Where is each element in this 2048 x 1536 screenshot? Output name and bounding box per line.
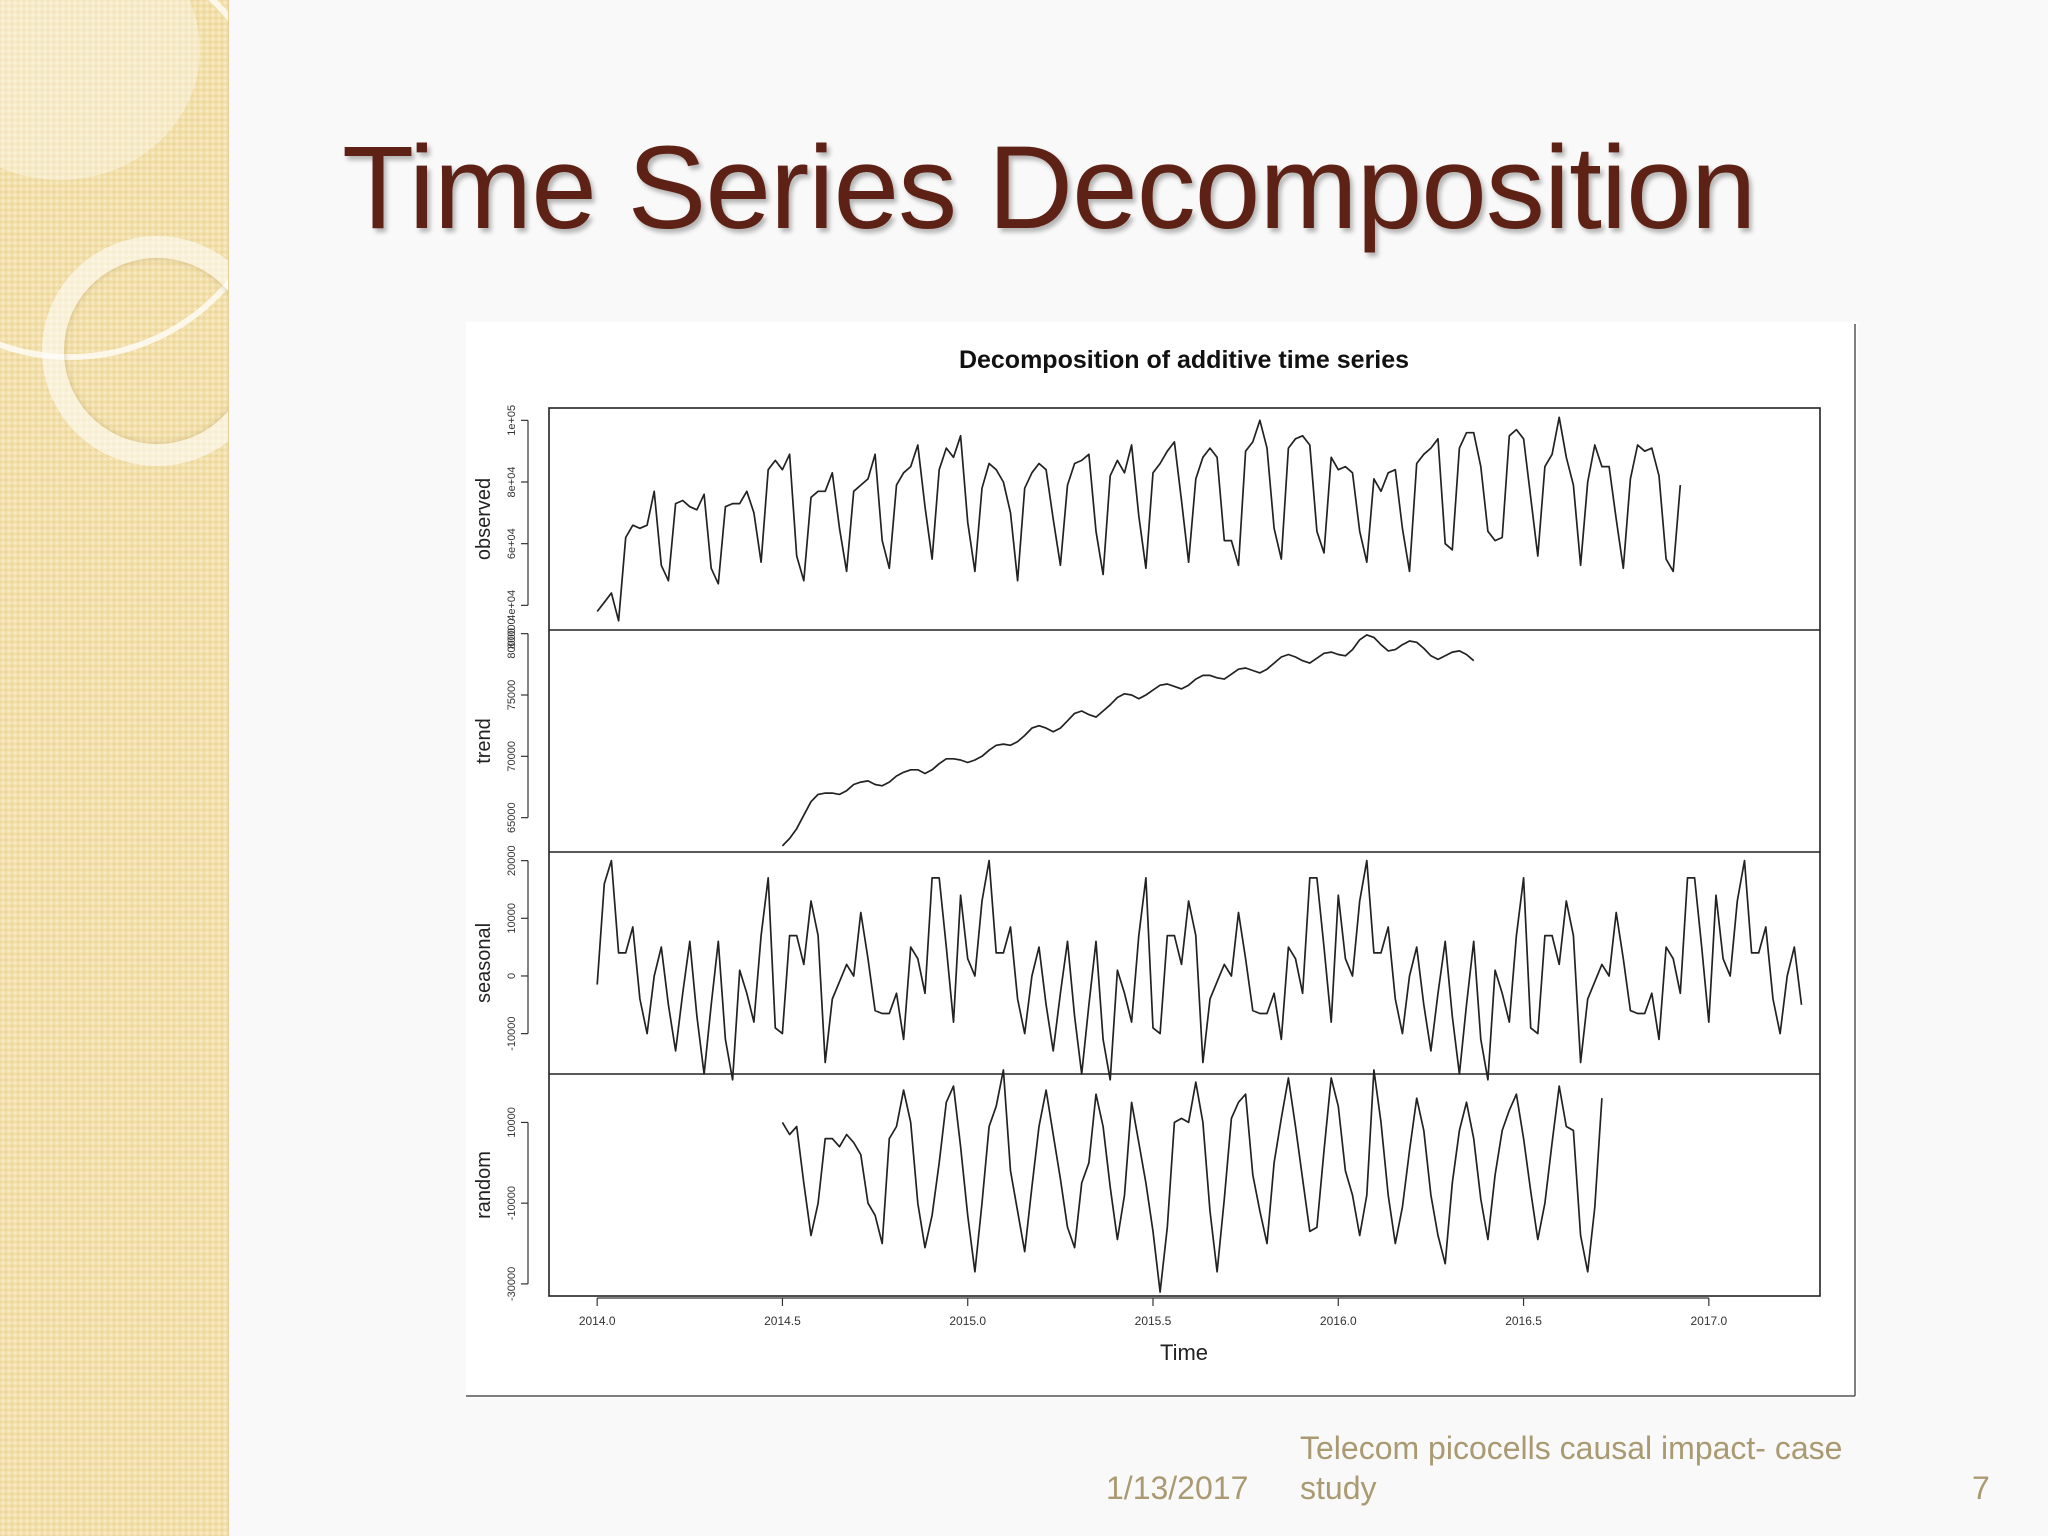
ytick-label-random: 10000 <box>506 1107 518 1138</box>
xtick-label: 2014.0 <box>579 1314 616 1328</box>
xtick-label: 2014.5 <box>764 1314 801 1328</box>
slide-title: Time Series Decomposition <box>342 122 1756 254</box>
ytick-label-observed: 6e+04 <box>506 528 518 559</box>
ytick-label-seasonal: -10000 <box>506 1017 518 1051</box>
ytick-label-seasonal: 10000 <box>506 903 518 934</box>
footer-date: 1/13/2017 <box>1106 1470 1249 1506</box>
ytick-label-observed: 8e+04 <box>506 467 518 498</box>
ytick-label-seasonal: 0 <box>506 973 518 979</box>
xtick-label: 2016.0 <box>1320 1314 1357 1328</box>
chart-title: Decomposition of additive time series <box>959 346 1409 374</box>
ytick-label-seasonal: 20000 <box>506 845 518 876</box>
ylabel-trend: trend <box>473 718 495 764</box>
xlabel: Time <box>1160 1340 1208 1365</box>
series-line-observed <box>596 416 1682 622</box>
ytick-label-trend: 70000 <box>506 741 518 772</box>
ytick-label-trend: 80000 <box>506 618 518 649</box>
ytick-label-random: -10000 <box>506 1186 518 1220</box>
xtick-label: 2016.5 <box>1505 1314 1542 1328</box>
series-line-trend <box>781 634 1475 847</box>
ytick-label-extra-observed: 80000 <box>506 628 518 659</box>
xtick-label: 2017.0 <box>1690 1314 1727 1328</box>
series-line-random <box>781 1069 1603 1293</box>
page-number: 7 <box>1972 1470 1990 1506</box>
ytick-label-observed: 4e+04 <box>506 590 518 621</box>
decomposition-chart: Decomposition of additive time series obs… <box>466 324 1856 1397</box>
decomposition-figure: Decomposition of additive time series obs… <box>466 322 1858 1398</box>
ytick-label-observed: 1e+05 <box>506 405 518 436</box>
xtick-label: 2015.0 <box>949 1314 986 1328</box>
ytick-label-trend: 65000 <box>506 802 518 833</box>
decorative-side-panel <box>0 0 229 1536</box>
xtick-label: 2015.5 <box>1135 1314 1172 1328</box>
series-line-seasonal <box>596 859 1803 1081</box>
ytick-label-random: -30000 <box>506 1267 518 1301</box>
ytick-label-trend: 75000 <box>506 680 518 711</box>
ylabel-observed: observed <box>473 478 495 560</box>
footer-text: Telecom picocells causal impact- case st… <box>1300 1430 1843 1506</box>
ylabel-seasonal: seasonal <box>473 923 495 1003</box>
ylabel-random: random <box>473 1151 495 1219</box>
